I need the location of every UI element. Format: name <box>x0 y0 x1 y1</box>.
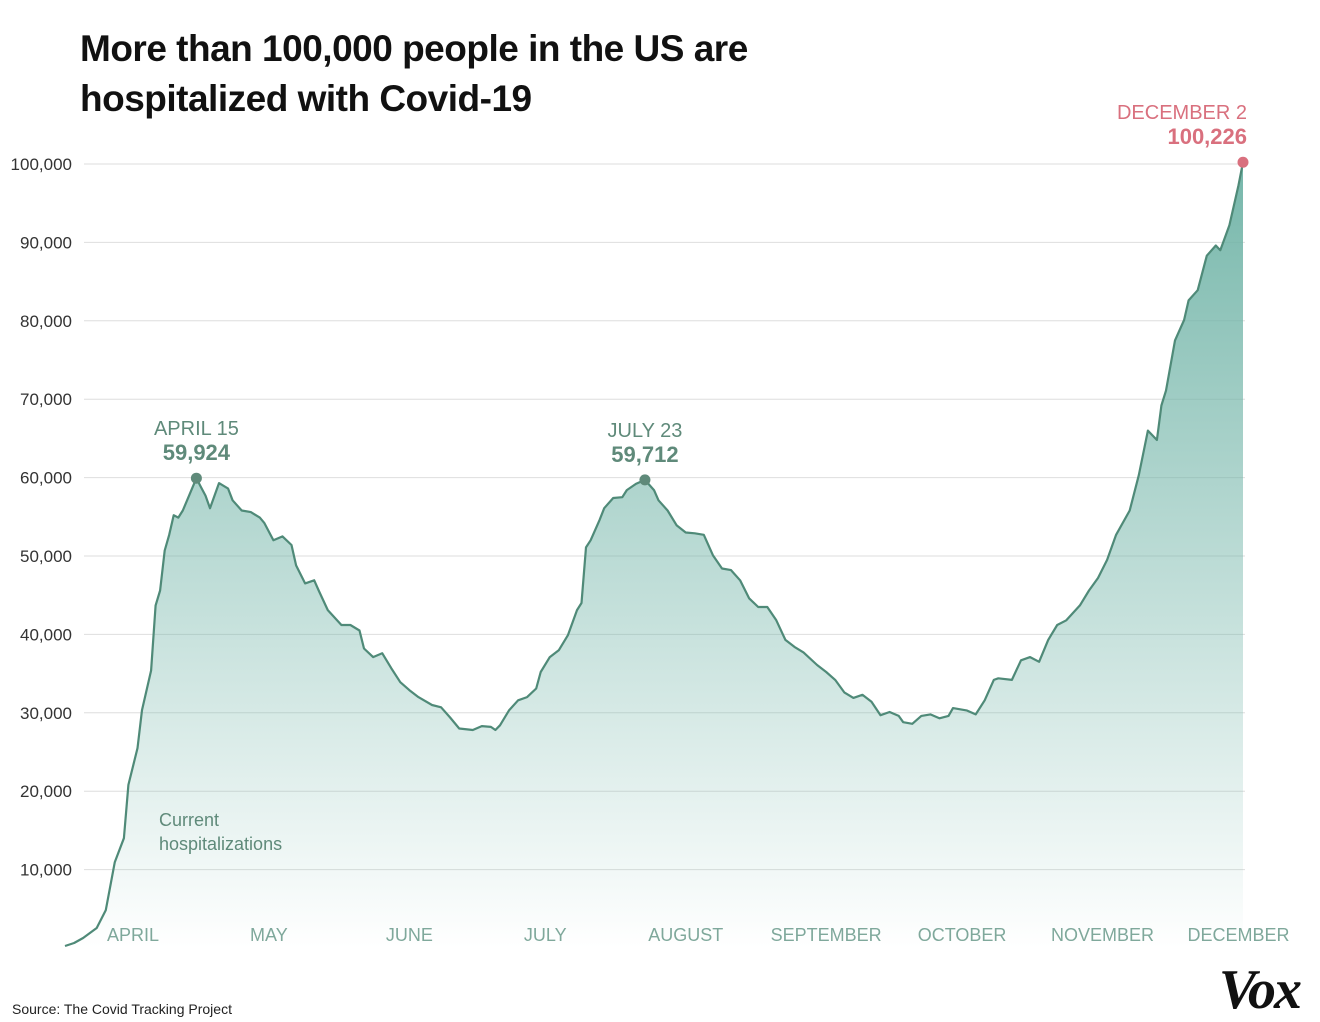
annotation-value: 59,712 <box>611 442 678 467</box>
annotation-dot <box>1237 156 1249 168</box>
annotation-value: 59,924 <box>163 440 231 465</box>
y-tick-label: 10,000 <box>20 861 72 880</box>
y-tick-label: 80,000 <box>20 312 72 331</box>
annotation-value: 100,226 <box>1167 124 1247 149</box>
y-tick-label: 50,000 <box>20 547 72 566</box>
annotation-label: APRIL 15 <box>154 418 239 440</box>
line <box>64 161 1245 948</box>
annotation-label: DECEMBER 2 <box>1117 102 1247 124</box>
logo: Vox <box>1218 959 1302 1021</box>
annotation-dot <box>190 472 202 484</box>
y-tick-label: 30,000 <box>20 704 72 723</box>
series-label: Current hospitalizations <box>159 810 283 854</box>
source: Source: The Covid Tracking Project <box>12 1001 232 1017</box>
annotation-dot <box>639 474 651 486</box>
y-tick-label: 20,000 <box>20 782 72 801</box>
y-tick-label: 100,000 <box>11 155 72 174</box>
chart-title: More than 100,000 people in the US are h… <box>80 28 748 119</box>
y-tick-label: 90,000 <box>20 233 72 252</box>
area <box>65 162 1243 948</box>
annotation-label: JULY 23 <box>608 420 683 442</box>
y-tick-label: 60,000 <box>20 469 72 488</box>
y-tick-label: 70,000 <box>20 390 72 409</box>
y-tick-label: 40,000 <box>20 625 72 644</box>
